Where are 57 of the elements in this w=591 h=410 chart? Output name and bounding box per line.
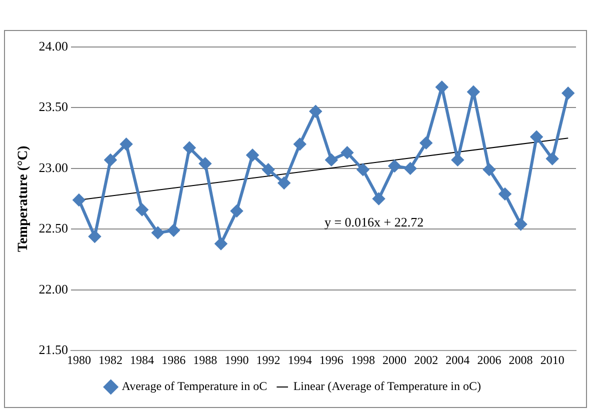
x-tick-label: 2010 bbox=[540, 352, 564, 367]
y-tick-label: 23.00 bbox=[38, 160, 68, 175]
x-tick-label: 2008 bbox=[508, 352, 533, 367]
point bbox=[214, 238, 227, 250]
point bbox=[278, 177, 290, 190]
legend-label: Linear (Average of Temperature in oC) bbox=[293, 379, 481, 394]
point bbox=[562, 87, 574, 100]
point bbox=[72, 194, 85, 206]
point bbox=[199, 158, 212, 170]
point bbox=[436, 81, 448, 94]
x-tick-label: 1992 bbox=[256, 352, 280, 367]
x-tick-label: 2006 bbox=[477, 352, 502, 367]
point bbox=[404, 162, 416, 174]
point bbox=[483, 164, 496, 176]
point bbox=[230, 204, 243, 217]
point bbox=[356, 164, 369, 176]
y-tick-label: 21.50 bbox=[38, 342, 68, 358]
point bbox=[388, 160, 401, 172]
point bbox=[530, 130, 543, 143]
x-tick-label: 1982 bbox=[98, 352, 122, 367]
point bbox=[246, 149, 259, 162]
point bbox=[152, 226, 164, 239]
y-tick-label: 23.50 bbox=[38, 99, 68, 114]
point bbox=[294, 138, 306, 150]
y-tick-label: 24.00 bbox=[38, 38, 68, 54]
x-tick-label: 2004 bbox=[446, 352, 470, 367]
point bbox=[120, 138, 132, 150]
x-tick-label: 1986 bbox=[162, 352, 186, 367]
x-tick-label: 1980 bbox=[66, 352, 91, 367]
point bbox=[262, 164, 274, 176]
point bbox=[514, 218, 527, 230]
point bbox=[310, 105, 322, 118]
y-tick-label: 22.50 bbox=[38, 220, 68, 236]
y-tick-label: 22.00 bbox=[38, 281, 68, 296]
point bbox=[88, 230, 101, 242]
point bbox=[420, 136, 432, 149]
point bbox=[136, 204, 148, 216]
point bbox=[168, 224, 180, 236]
point bbox=[104, 154, 116, 166]
point bbox=[372, 192, 385, 205]
legend-label: Average of Temperature in oC bbox=[122, 379, 268, 394]
x-tick-label: 2002 bbox=[414, 352, 438, 367]
point bbox=[546, 152, 558, 165]
x-tick-label: 1998 bbox=[350, 352, 375, 367]
point bbox=[341, 146, 354, 159]
point bbox=[498, 188, 511, 200]
x-tick-label: 1984 bbox=[130, 352, 154, 367]
x-tick-label: 1994 bbox=[288, 352, 312, 367]
point bbox=[467, 86, 480, 98]
annotation: y = 0.016x + 22.72 bbox=[324, 214, 424, 230]
x-tick-label: 1988 bbox=[193, 352, 218, 367]
point bbox=[183, 142, 196, 154]
x-tick-label: 2000 bbox=[382, 352, 407, 367]
y-axis-title: Temperature (°C) bbox=[16, 145, 32, 252]
x-tick-label: 1990 bbox=[224, 352, 249, 367]
x-tick-label: 1996 bbox=[319, 352, 344, 367]
point bbox=[325, 154, 338, 166]
